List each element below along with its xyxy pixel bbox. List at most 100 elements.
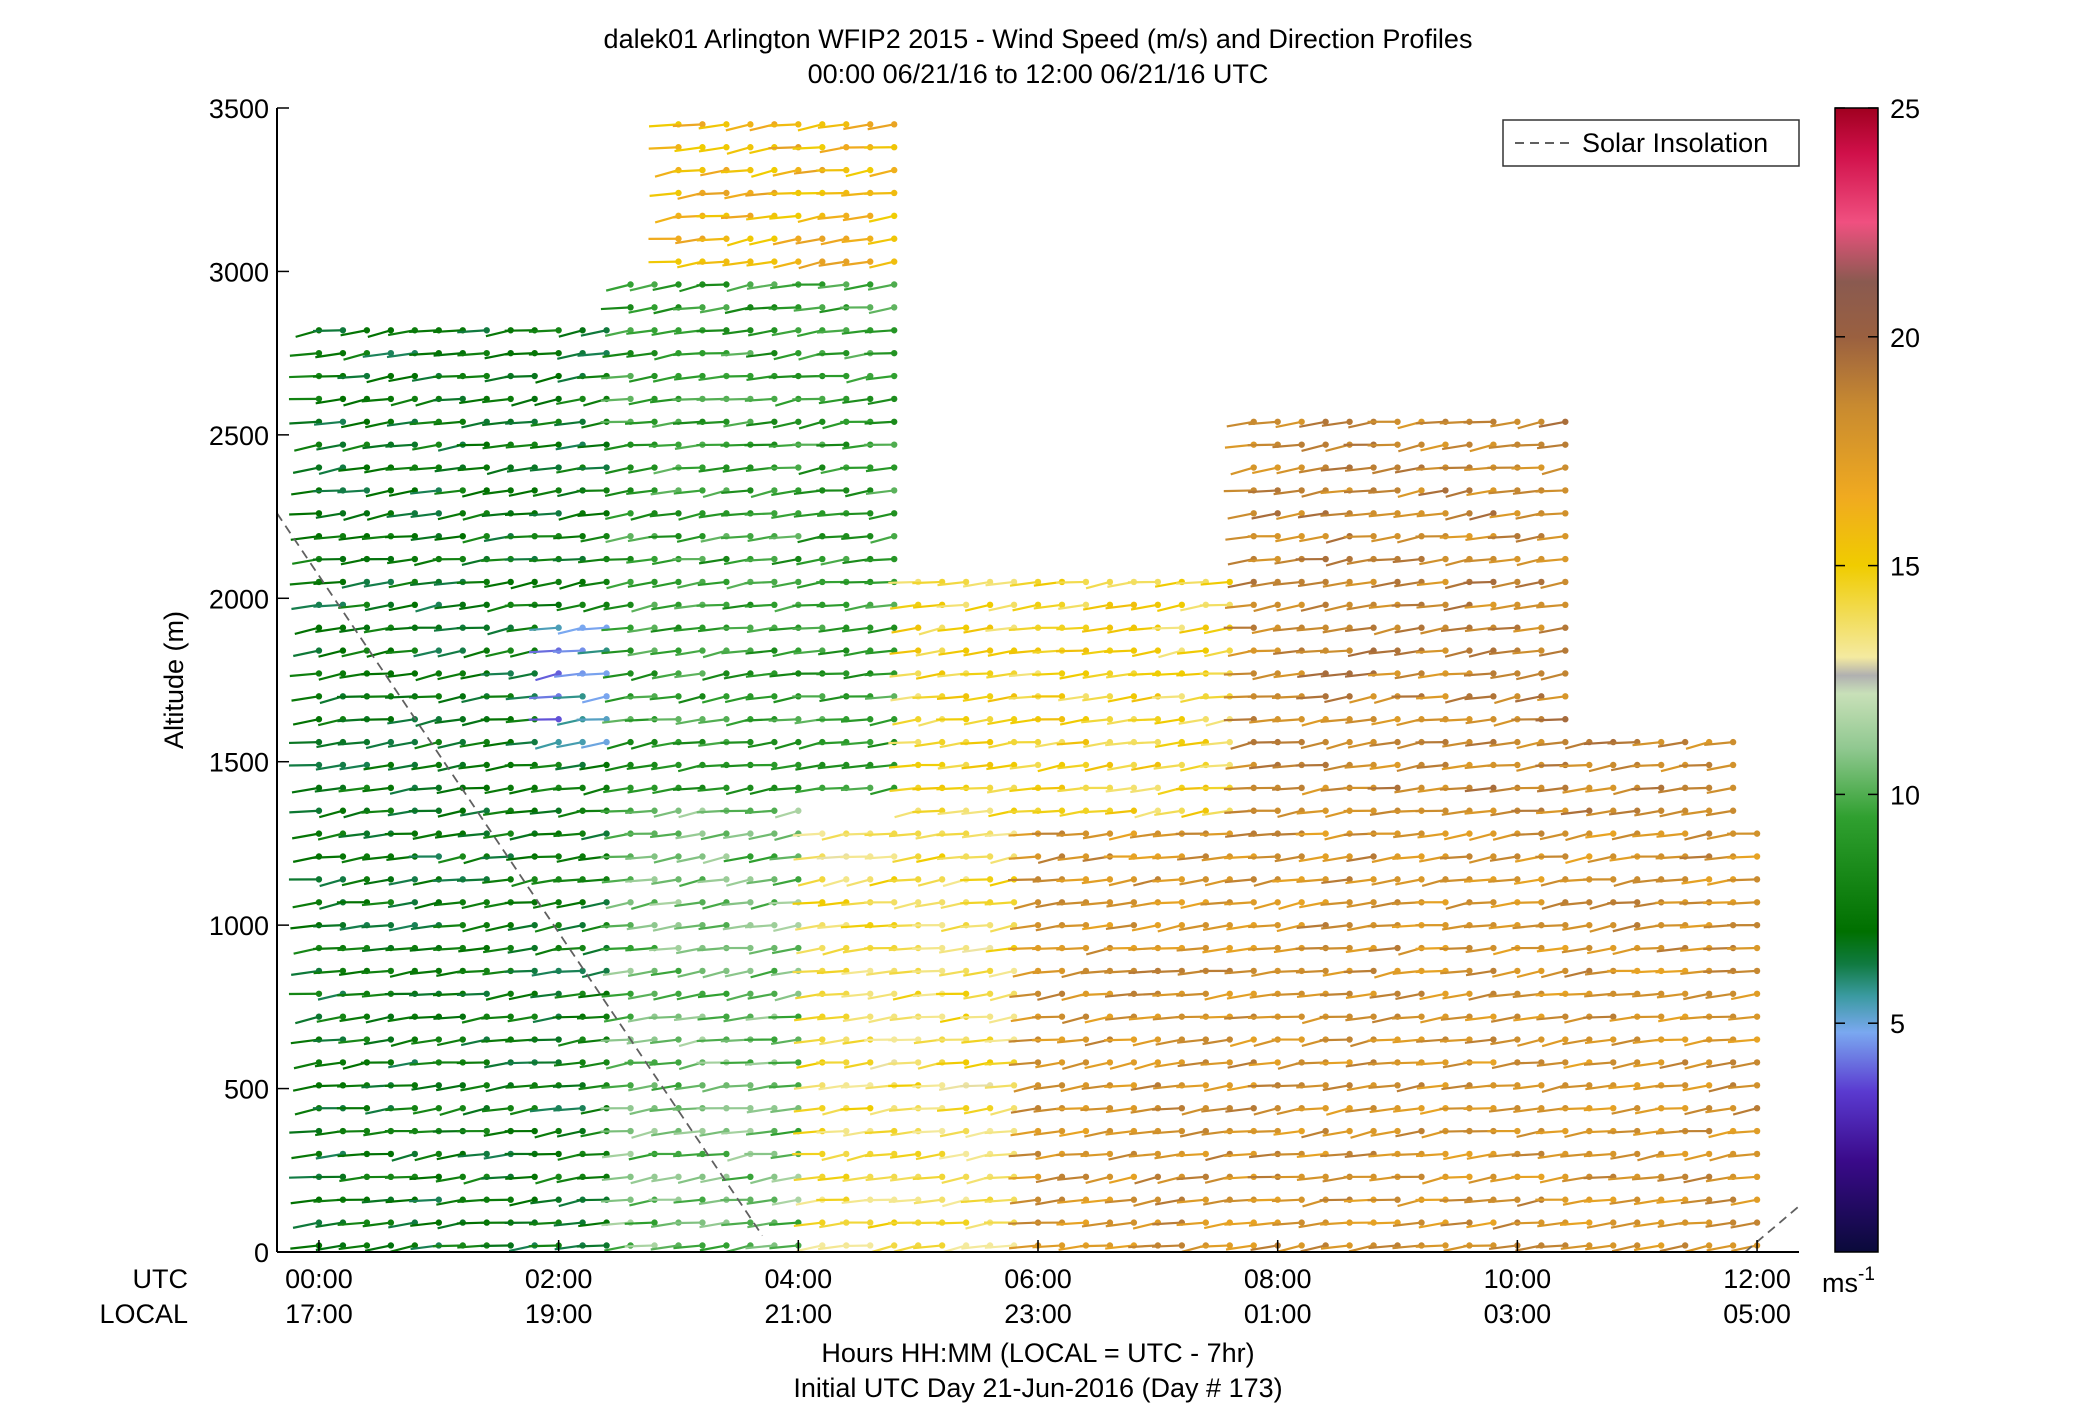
wind-barb-point bbox=[819, 1104, 826, 1112]
wind-barb bbox=[1658, 1015, 1686, 1023]
wind-barb bbox=[1633, 1129, 1662, 1136]
wind-barb-point bbox=[962, 1219, 970, 1226]
wind-barb bbox=[625, 809, 655, 815]
wind-barb bbox=[1464, 878, 1494, 883]
wind-barb bbox=[651, 1084, 679, 1092]
wind-barb bbox=[1128, 1015, 1158, 1021]
wind-barb bbox=[529, 695, 559, 700]
wind-barb bbox=[361, 969, 391, 975]
wind-barb bbox=[505, 420, 535, 425]
wind-barb-point bbox=[890, 349, 898, 357]
wind-barb bbox=[840, 786, 871, 792]
wind-barb bbox=[990, 855, 1015, 865]
wind-barb-point bbox=[339, 555, 347, 563]
wind-barb bbox=[1080, 901, 1111, 907]
wind-barb-point bbox=[699, 487, 706, 494]
wind-barb-point bbox=[1010, 1104, 1018, 1112]
y-tick-label: 500 bbox=[224, 1075, 269, 1105]
x-tick-label-local: 03:00 bbox=[1484, 1299, 1552, 1329]
wind-barb-point bbox=[651, 372, 658, 380]
wind-barb bbox=[984, 901, 1015, 906]
wind-barb-point bbox=[1538, 418, 1545, 425]
wind-barb bbox=[1033, 603, 1063, 610]
wind-barb bbox=[1009, 992, 1039, 999]
wind-barb-point bbox=[1370, 624, 1377, 631]
wind-barb bbox=[1224, 1152, 1254, 1157]
wind-barb bbox=[672, 786, 703, 791]
wind-barb bbox=[461, 420, 487, 429]
wind-barb bbox=[1706, 763, 1734, 772]
wind-barb bbox=[774, 741, 799, 750]
wind-barb bbox=[552, 557, 583, 562]
wind-barb-point bbox=[771, 990, 778, 997]
wind-barb-point bbox=[771, 258, 778, 265]
wind-barb bbox=[1535, 924, 1566, 928]
wind-barb-point bbox=[411, 532, 419, 540]
wind-barb bbox=[1083, 741, 1111, 749]
wind-barb-point bbox=[387, 761, 395, 769]
wind-barb-point bbox=[483, 738, 490, 746]
wind-barb bbox=[867, 397, 895, 406]
wind-barb-point bbox=[1346, 921, 1353, 929]
wind-barb bbox=[626, 1038, 655, 1045]
wind-barb bbox=[840, 1084, 871, 1089]
wind-barb-point bbox=[483, 990, 490, 997]
wind-barb bbox=[840, 832, 871, 836]
wind-barb bbox=[340, 329, 368, 337]
wind-barb-point bbox=[315, 830, 323, 837]
wind-barb-point bbox=[1082, 1082, 1090, 1089]
wind-barb bbox=[337, 1084, 367, 1088]
wind-barb bbox=[528, 603, 559, 607]
wind-barb-point bbox=[1681, 830, 1689, 837]
wind-barb-point bbox=[1370, 1127, 1377, 1135]
wind-barb bbox=[534, 397, 559, 407]
wind-barb bbox=[1248, 924, 1278, 929]
wind-barb-point bbox=[1634, 899, 1641, 906]
wind-barb-point bbox=[651, 624, 658, 631]
wind-barb-point bbox=[651, 1173, 658, 1181]
wind-barb bbox=[386, 672, 415, 679]
wind-barb bbox=[891, 626, 919, 634]
wind-barb bbox=[1632, 741, 1662, 747]
wind-barb bbox=[696, 214, 727, 218]
wind-barb bbox=[1223, 672, 1254, 676]
wind-barb-point bbox=[507, 395, 514, 403]
wind-barb bbox=[960, 672, 991, 676]
wind-barb bbox=[1487, 763, 1518, 767]
wind-barb bbox=[1009, 763, 1039, 770]
wind-barb-point bbox=[914, 899, 922, 906]
wind-barb-point bbox=[1394, 944, 1401, 952]
wind-barb bbox=[1032, 1015, 1062, 1019]
wind-barb-point bbox=[1394, 578, 1401, 586]
wind-barb-point bbox=[1370, 761, 1377, 769]
wind-barb-point bbox=[387, 418, 395, 425]
wind-barb-point bbox=[555, 1173, 562, 1181]
wind-barb-point bbox=[483, 899, 490, 906]
wind-barb bbox=[556, 924, 583, 932]
wind-barb-point bbox=[1178, 601, 1186, 609]
wind-barb bbox=[600, 557, 631, 562]
wind-barb-point bbox=[579, 899, 586, 906]
wind-barb bbox=[650, 649, 679, 656]
wind-barb-point bbox=[339, 624, 347, 631]
wind-barb bbox=[456, 992, 487, 997]
wind-barb-point bbox=[507, 830, 514, 837]
wind-barb-point bbox=[387, 738, 395, 746]
wind-barb bbox=[724, 969, 751, 978]
wind-barb bbox=[1490, 603, 1518, 611]
wind-barb bbox=[436, 1038, 463, 1047]
wind-barb bbox=[912, 580, 943, 585]
wind-barb bbox=[984, 1061, 1015, 1066]
wind-barb bbox=[1224, 901, 1254, 906]
wind-barb bbox=[720, 1061, 751, 1065]
wind-barb bbox=[912, 969, 943, 973]
wind-barb-point bbox=[411, 761, 419, 769]
wind-barb-point bbox=[914, 1059, 922, 1066]
wind-barb bbox=[913, 1198, 943, 1205]
wind-barb bbox=[1176, 1084, 1206, 1089]
wind-barb-point bbox=[435, 601, 442, 609]
wind-barb bbox=[1249, 763, 1278, 770]
wind-barb-point bbox=[1130, 601, 1138, 609]
wind-barb-point bbox=[507, 464, 514, 471]
wind-barb bbox=[1056, 741, 1087, 746]
